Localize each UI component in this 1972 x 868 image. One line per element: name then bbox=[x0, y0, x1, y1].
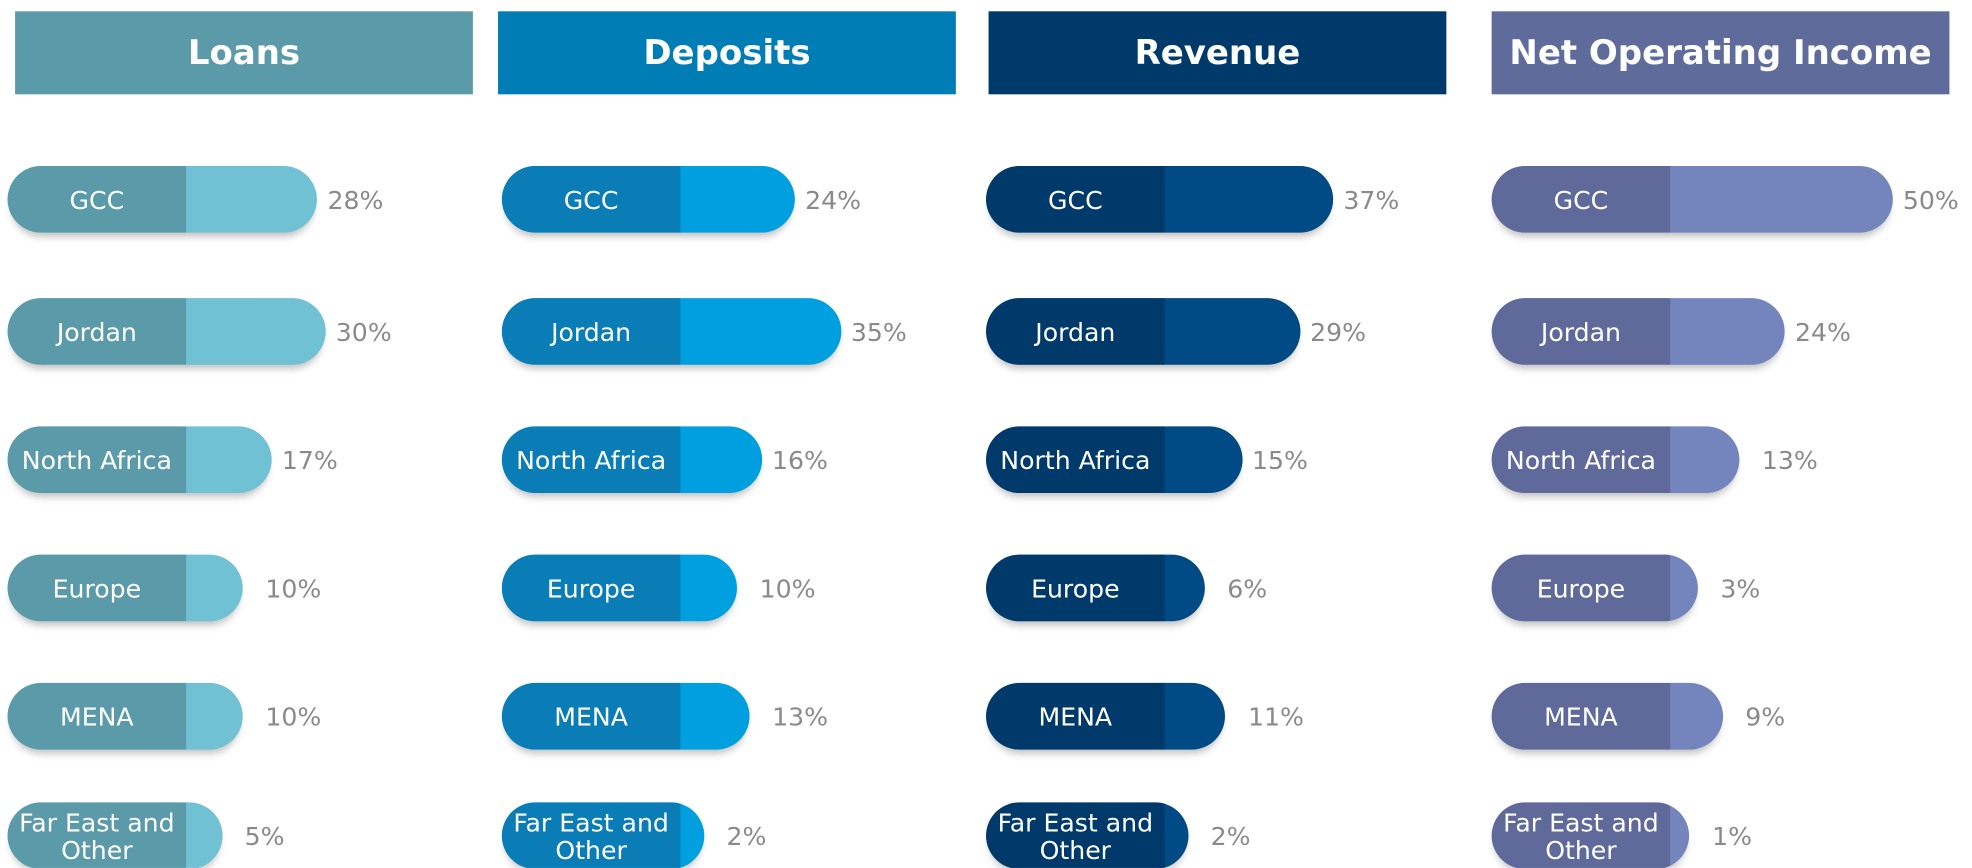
bar: North Africa bbox=[7, 426, 272, 494]
bar: Far East and Other bbox=[1491, 802, 1690, 868]
bar: MENA bbox=[986, 682, 1226, 750]
value-label: 3% bbox=[1720, 572, 1761, 604]
bar: Far East and Other bbox=[501, 802, 704, 868]
bar: Jordan bbox=[501, 298, 841, 365]
category-label: North Africa bbox=[1491, 426, 1671, 494]
bar: GCC bbox=[986, 166, 1334, 233]
bar: North Africa bbox=[986, 426, 1242, 494]
category-label: MENA bbox=[1491, 682, 1671, 750]
category-label: MENA bbox=[7, 682, 187, 750]
category-label: Europe bbox=[7, 554, 187, 622]
bar: MENA bbox=[501, 682, 750, 750]
value-label: 24% bbox=[1794, 316, 1851, 347]
value-label: 6% bbox=[1227, 572, 1268, 604]
category-label: Jordan bbox=[501, 298, 681, 365]
value-label: 24% bbox=[805, 184, 862, 215]
category-label: Far East and Other bbox=[7, 802, 187, 868]
value-label: 2% bbox=[726, 820, 767, 851]
bar: Jordan bbox=[1491, 298, 1785, 365]
bar: Europe bbox=[1491, 554, 1698, 622]
value-label: 35% bbox=[850, 316, 907, 347]
bar: Jordan bbox=[7, 298, 326, 365]
category-label: GCC bbox=[501, 166, 681, 233]
value-label: 37% bbox=[1343, 184, 1400, 215]
value-label: 13% bbox=[772, 701, 828, 732]
value-label: 10% bbox=[759, 572, 816, 604]
category-label: MENA bbox=[986, 682, 1165, 750]
category-label: North Africa bbox=[986, 426, 1165, 494]
value-label: 2% bbox=[1210, 820, 1251, 851]
value-label: 17% bbox=[281, 444, 338, 475]
value-label: 5% bbox=[244, 820, 285, 851]
category-label: MENA bbox=[501, 682, 681, 750]
value-label: 28% bbox=[327, 184, 384, 215]
bar: Jordan bbox=[986, 298, 1301, 365]
value-label: 30% bbox=[335, 316, 392, 347]
value-label: 15% bbox=[1252, 444, 1308, 475]
category-label: Far East and Other bbox=[986, 802, 1165, 868]
category-label: Europe bbox=[1491, 554, 1671, 622]
value-label: 16% bbox=[771, 444, 828, 475]
value-label: 9% bbox=[1745, 701, 1786, 732]
bar: MENA bbox=[1491, 682, 1723, 750]
value-label: 10% bbox=[265, 701, 322, 732]
category-label: North Africa bbox=[7, 426, 187, 494]
category-label: GCC bbox=[1491, 166, 1671, 233]
bar: Europe bbox=[7, 554, 243, 622]
category-label: Europe bbox=[986, 554, 1165, 622]
category-label: Jordan bbox=[7, 298, 187, 365]
bar: GCC bbox=[501, 166, 796, 233]
bar: GCC bbox=[1491, 166, 1893, 233]
panel-header: Revenue bbox=[988, 11, 1447, 95]
panel-header: Net Operating Income bbox=[1491, 11, 1950, 95]
bar: GCC bbox=[7, 166, 318, 233]
value-label: 11% bbox=[1248, 701, 1304, 732]
category-label: Europe bbox=[501, 554, 681, 622]
value-label: 29% bbox=[1310, 316, 1367, 347]
bar: Europe bbox=[986, 554, 1205, 622]
value-label: 10% bbox=[265, 572, 322, 604]
value-label: 13% bbox=[1761, 444, 1818, 475]
category-label: Jordan bbox=[1491, 298, 1671, 365]
category-label: Jordan bbox=[986, 298, 1165, 365]
category-label: Far East and Other bbox=[501, 802, 681, 868]
category-label: GCC bbox=[7, 166, 187, 233]
value-label: 50% bbox=[1902, 184, 1959, 215]
category-label: North Africa bbox=[501, 426, 681, 494]
category-label: Far East and Other bbox=[1491, 802, 1671, 868]
category-label: GCC bbox=[986, 166, 1165, 233]
bar: North Africa bbox=[1491, 426, 1740, 494]
panel-header: Loans bbox=[15, 11, 473, 95]
bar: MENA bbox=[7, 682, 243, 750]
bar: Far East and Other bbox=[986, 802, 1189, 868]
value-label: 1% bbox=[1712, 820, 1753, 851]
bar: North Africa bbox=[501, 426, 762, 494]
bar: Europe bbox=[501, 554, 738, 622]
bar: Far East and Other bbox=[7, 802, 222, 868]
panel-header: Deposits bbox=[498, 11, 956, 95]
